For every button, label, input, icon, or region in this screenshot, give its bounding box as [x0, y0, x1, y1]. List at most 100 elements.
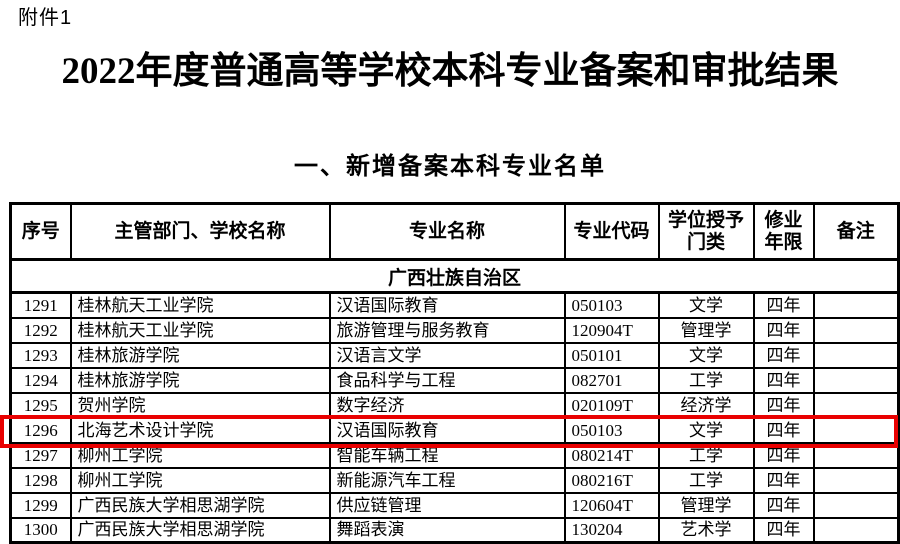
cell-no: 1300 [9, 516, 72, 544]
cell-school: 桂林旅游学院 [69, 366, 331, 394]
cell-code: 120604T [563, 491, 660, 519]
cell-years: 四年 [752, 516, 815, 544]
cell-remark [812, 366, 900, 394]
cell-years: 四年 [752, 291, 815, 319]
cell-no: 1292 [9, 316, 72, 344]
cell-major: 数字经济 [328, 391, 566, 419]
table-row: 1291 桂林航天工业学院 汉语国际教育 050103 文学 四年 [9, 291, 900, 319]
cell-no: 1294 [9, 366, 72, 394]
table-row: 1292 桂林航天工业学院 旅游管理与服务教育 120904T 管理学 四年 [9, 316, 900, 344]
cell-remark [812, 491, 900, 519]
region-row: 广西壮族自治区 [9, 258, 900, 294]
cell-remark [812, 391, 900, 419]
cell-remark [812, 291, 900, 319]
attachment-label: 附件1 [18, 7, 73, 29]
header-major-label: 专业名称 [408, 220, 485, 242]
cell-no: 1296 [9, 416, 72, 444]
table-row: 1295 贺州学院 数字经济 020109T 经济学 四年 [9, 391, 900, 419]
cell-remark [812, 516, 900, 544]
cell-years: 四年 [752, 341, 815, 369]
header-school: 主管部门、学校名称 [69, 202, 331, 261]
cell-major: 智能车辆工程 [328, 441, 566, 469]
header-no-label: 序号 [21, 220, 60, 242]
cell-degree: 艺术学 [657, 516, 755, 544]
cell-code: 080216T [563, 466, 660, 494]
cell-degree: 管理学 [657, 491, 755, 519]
cell-code: 020109T [563, 391, 660, 419]
table-row: 1294 桂林旅游学院 食品科学与工程 082701 工学 四年 [9, 366, 900, 394]
cell-school: 贺州学院 [69, 391, 331, 419]
cell-code: 130204 [563, 516, 660, 544]
header-remark: 备注 [812, 202, 900, 261]
cell-remark [812, 341, 900, 369]
cell-major: 新能源汽车工程 [328, 466, 566, 494]
cell-major: 汉语国际教育 [328, 291, 566, 319]
header-remark-label: 备注 [836, 220, 875, 242]
cell-years: 四年 [752, 491, 815, 519]
cell-code: 050101 [563, 341, 660, 369]
table-row: 1299 广西民族大学相思湖学院 供应链管理 120604T 管理学 四年 [9, 491, 900, 519]
cell-years: 四年 [752, 466, 815, 494]
cell-school: 北海艺术设计学院 [69, 416, 331, 444]
cell-code: 050103 [563, 416, 660, 444]
table-header: 序号 主管部门、学校名称 专业名称 专业代码 学位授予 门类 修业 年限 备注 [9, 202, 900, 261]
cell-no: 1299 [9, 491, 72, 519]
cell-code: 082701 [563, 366, 660, 394]
header-years-line1: 修业 [764, 209, 803, 231]
cell-years: 四年 [752, 441, 815, 469]
cell-code: 120904T [563, 316, 660, 344]
cell-remark [812, 316, 900, 344]
cell-school: 广西民族大学相思湖学院 [69, 491, 331, 519]
cell-school: 桂林航天工业学院 [69, 291, 331, 319]
header-code-label: 专业代码 [573, 220, 650, 242]
header-code: 专业代码 [563, 202, 660, 261]
cell-school: 柳州工学院 [69, 441, 331, 469]
cell-degree: 工学 [657, 441, 755, 469]
header-major: 专业名称 [328, 202, 566, 261]
cell-degree: 文学 [657, 341, 755, 369]
table-row: 1298 柳州工学院 新能源汽车工程 080216T 工学 四年 [9, 466, 900, 494]
cell-degree: 工学 [657, 366, 755, 394]
cell-no: 1295 [9, 391, 72, 419]
cell-code: 080214T [563, 441, 660, 469]
header-no: 序号 [9, 202, 72, 261]
cell-major: 汉语言文学 [328, 341, 566, 369]
cell-major: 舞蹈表演 [328, 516, 566, 544]
cell-school: 桂林旅游学院 [69, 341, 331, 369]
header-row: 序号 主管部门、学校名称 专业名称 专业代码 学位授予 门类 修业 年限 备注 [9, 202, 900, 261]
region-cell: 广西壮族自治区 [9, 258, 900, 294]
cell-remark [812, 466, 900, 494]
cell-code: 050103 [563, 291, 660, 319]
cell-years: 四年 [752, 316, 815, 344]
cell-no: 1298 [9, 466, 72, 494]
cell-remark [812, 441, 900, 469]
table-row: 1293 桂林旅游学院 汉语言文学 050101 文学 四年 [9, 341, 900, 369]
table-row: 1300 广西民族大学相思湖学院 舞蹈表演 130204 艺术学 四年 [9, 516, 900, 544]
cell-degree: 管理学 [657, 316, 755, 344]
table-row: 1297 柳州工学院 智能车辆工程 080214T 工学 四年 [9, 441, 900, 469]
header-years-line2: 年限 [764, 231, 803, 253]
cell-major: 供应链管理 [328, 491, 566, 519]
cell-years: 四年 [752, 391, 815, 419]
header-degree-line2: 门类 [686, 231, 725, 253]
cell-school: 广西民族大学相思湖学院 [69, 516, 331, 544]
cell-remark [812, 416, 900, 444]
section-title: 一、新增备案本科专业名单 [294, 153, 606, 180]
cell-no: 1291 [9, 291, 72, 319]
cell-school: 柳州工学院 [69, 466, 331, 494]
header-degree: 学位授予 门类 [657, 202, 755, 261]
cell-degree: 工学 [657, 466, 755, 494]
cell-major: 旅游管理与服务教育 [328, 316, 566, 344]
cell-major: 食品科学与工程 [328, 366, 566, 394]
table-row-highlighted: 1296 北海艺术设计学院 汉语国际教育 050103 文学 四年 [9, 416, 900, 444]
approval-results-table: 序号 主管部门、学校名称 专业名称 专业代码 学位授予 门类 修业 年限 备注 … [9, 202, 900, 544]
header-years: 修业 年限 [752, 202, 815, 261]
header-school-label: 主管部门、学校名称 [114, 220, 286, 242]
cell-no: 1297 [9, 441, 72, 469]
cell-degree: 经济学 [657, 391, 755, 419]
cell-school: 桂林航天工业学院 [69, 316, 331, 344]
table-body: 广西壮族自治区 1291 桂林航天工业学院 汉语国际教育 050103 文学 四… [9, 258, 900, 544]
cell-degree: 文学 [657, 291, 755, 319]
header-degree-line1: 学位授予 [667, 209, 744, 231]
cell-no: 1293 [9, 341, 72, 369]
